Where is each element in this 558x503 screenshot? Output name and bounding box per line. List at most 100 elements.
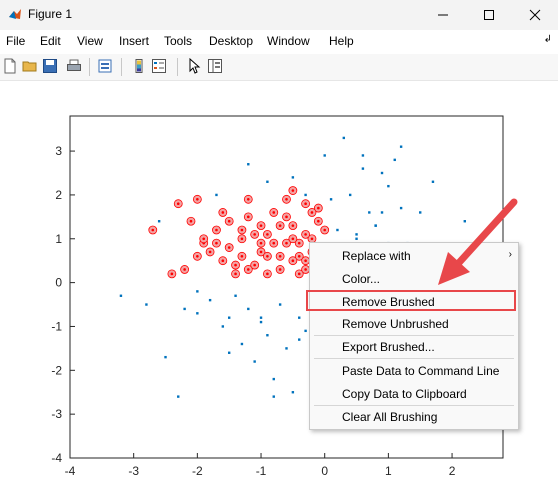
menu-item-remove-unbrushed[interactable]: Remove Unbrushed	[342, 317, 449, 331]
brushed-point-center	[310, 211, 314, 214]
brushed-point-center	[304, 268, 307, 271]
brushed-point-center	[297, 255, 301, 258]
brushed-point-center	[259, 224, 263, 227]
unbrushed-point	[157, 220, 161, 223]
brushed-point-center	[304, 259, 307, 262]
brushed-point-center	[196, 198, 199, 201]
unbrushed-point	[278, 303, 282, 306]
brushed-point-center	[317, 219, 320, 223]
print-icon[interactable]	[66, 58, 82, 74]
menu-tools[interactable]: Tools	[164, 34, 193, 48]
double-chevron-icon[interactable]: ↲	[543, 34, 552, 45]
brushed-point-center	[291, 224, 295, 227]
brushed-point-center	[272, 211, 276, 214]
menu-item-remove-brushed[interactable]: Remove Brushed	[342, 295, 435, 309]
chevron-right-icon: ›	[508, 249, 512, 260]
unbrushed-point	[399, 206, 403, 210]
menu-item-paste-to-command-line[interactable]: Paste Data to Command Line	[342, 364, 500, 378]
brushed-point-center	[221, 211, 225, 214]
unbrushed-point	[380, 211, 384, 214]
y-tick-label: 2	[55, 188, 62, 202]
unbrushed-point	[247, 307, 250, 311]
menu-item-clear-all-brushing[interactable]: Clear All Brushing	[342, 410, 438, 424]
x-tick-label: -1	[256, 464, 267, 478]
brushed-point-center	[323, 228, 327, 232]
y-tick-label: -3	[51, 407, 62, 421]
brushed-point-center	[240, 228, 244, 232]
close-button[interactable]	[512, 0, 558, 30]
brushed-point-center	[253, 233, 256, 236]
menu-insert[interactable]: Insert	[119, 34, 150, 48]
unbrushed-point	[348, 193, 352, 197]
unbrushed-point	[431, 180, 435, 183]
brushed-point-center	[170, 272, 174, 276]
unbrushed-point	[463, 220, 466, 223]
x-tick-label: -3	[128, 464, 139, 478]
unbrushed-point	[145, 303, 148, 306]
new-figure-icon[interactable]	[2, 58, 18, 74]
figure-toolbar	[0, 54, 558, 81]
unbrushed-point	[285, 347, 288, 350]
menu-item-copy-to-clipboard[interactable]: Copy Data to Clipboard	[342, 387, 467, 401]
brushed-point-center	[259, 241, 263, 245]
menu-file[interactable]: File	[6, 34, 26, 48]
menu-item-replace-with[interactable]: Replace with ›	[342, 249, 512, 263]
brushed-point-center	[246, 215, 250, 219]
maximize-button[interactable]	[466, 0, 512, 30]
property-inspector-icon[interactable]	[207, 58, 223, 74]
unbrushed-point	[215, 193, 218, 197]
menu-item-export-brushed[interactable]: Export Brushed...	[342, 340, 435, 354]
title-bar: Figure 1	[0, 0, 558, 30]
unbrushed-point	[183, 307, 186, 311]
unbrushed-point	[227, 351, 231, 354]
menu-item-color[interactable]: Color...	[342, 272, 381, 286]
y-tick-label: -2	[51, 363, 62, 377]
unbrushed-point	[253, 360, 256, 363]
unbrushed-point	[361, 167, 365, 170]
brushed-point-center	[183, 268, 186, 271]
link-plot-icon[interactable]	[97, 58, 113, 74]
unbrushed-point	[259, 316, 263, 319]
unbrushed-point	[164, 355, 167, 359]
window-title: Figure 1	[28, 7, 73, 21]
y-tick-label: -4	[51, 451, 62, 465]
menu-view[interactable]: View	[77, 34, 103, 48]
x-tick-label: -2	[192, 464, 203, 478]
brushed-point-center	[272, 241, 276, 245]
y-tick-label: 3	[55, 144, 62, 158]
brushed-point-center	[215, 228, 218, 232]
y-tick-label: -1	[51, 319, 62, 333]
menu-desktop[interactable]: Desktop	[209, 34, 254, 48]
unbrushed-point	[374, 224, 377, 227]
x-tick-label: -4	[65, 464, 76, 478]
close-icon	[529, 9, 541, 21]
unbrushed-point	[240, 342, 244, 346]
unbrushed-point	[298, 316, 301, 319]
brushed-point-center	[202, 237, 206, 241]
brushed-point-center	[246, 268, 250, 271]
unbrushed-point	[291, 176, 295, 179]
brushing-context-menu: Replace with › Color... Remove Brushed R…	[309, 242, 519, 430]
menu-window[interactable]: Window	[267, 34, 310, 48]
colorbar-icon[interactable]	[131, 58, 147, 74]
brushed-point-center	[297, 241, 301, 245]
unbrushed-point	[304, 329, 307, 333]
brushed-point-center	[259, 250, 263, 254]
brushed-point-center	[266, 272, 269, 276]
unbrushed-point	[336, 228, 339, 232]
open-file-icon[interactable]	[22, 58, 38, 74]
brushed-point-center	[291, 189, 295, 192]
brushed-point-center	[266, 233, 269, 236]
menu-help[interactable]: Help	[329, 34, 354, 48]
brushed-point-center	[196, 255, 199, 258]
edit-plot-icon[interactable]	[186, 58, 202, 74]
brushed-point-center	[291, 259, 295, 262]
brushed-point-center	[215, 241, 218, 245]
brushed-point-center	[285, 215, 288, 219]
minimize-button[interactable]	[420, 0, 466, 30]
legend-icon[interactable]	[151, 58, 167, 74]
save-icon[interactable]	[42, 58, 58, 74]
unbrushed-point	[247, 163, 250, 166]
brushed-point-center	[297, 272, 301, 276]
menu-edit[interactable]: Edit	[40, 34, 61, 48]
